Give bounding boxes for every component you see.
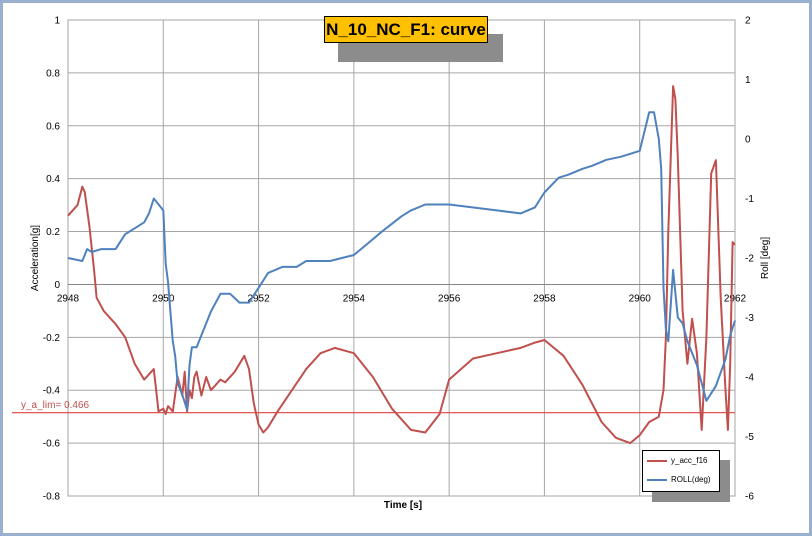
x-tick-label: 2960 [629,293,652,304]
x-tick-label: 2952 [247,293,270,304]
y-tick-label: 0 [54,280,60,291]
y2-tick-label: -5 [745,432,754,443]
y-tick-label: -0.8 [43,492,61,503]
x-tick-label: 2948 [57,293,80,304]
legend-entry-roll: ROLL(deg) [647,473,711,487]
chart-title: N_10_NC_F1: curve [324,16,488,43]
legend-swatch-roll [647,478,667,481]
y-tick-label: 0.8 [46,68,60,79]
plot-area [67,19,736,497]
y-axis-title: Acceleration[g] [30,225,41,291]
y-tick-label: 0.2 [46,227,60,238]
limit-line-label: y_a_lim= 0.466 [21,400,90,411]
x-tick-label: 2956 [438,293,461,304]
y-tick-label: 0.4 [46,174,60,185]
y-tick-label: -0.4 [43,386,61,397]
y2-tick-label: -4 [745,373,754,384]
series-line-y-acc [67,85,736,445]
legend: y_acc_f16 ROLL(deg) [642,450,720,492]
y2-tick-label: -1 [745,194,754,205]
y2-tick-label: -6 [745,492,754,503]
y-tick-label: 1 [54,16,60,27]
y2-tick-label: -3 [745,313,754,324]
y-tick-label: -0.2 [43,333,61,344]
y-tick-label: -0.6 [43,439,61,450]
x-tick-label: 2950 [152,293,175,304]
x-tick-label: 2954 [343,293,366,304]
series-line-roll [67,111,736,411]
legend-swatch-acc [647,459,667,462]
y2-tick-label: 0 [745,135,751,146]
legend-label-acc: y_acc_f16 [671,456,708,465]
y2-tick-label: 2 [745,16,751,27]
x-axis-title: Time [s] [384,500,422,511]
x-tick-label: 2958 [533,293,556,304]
x-tick-label: 2962 [724,293,747,304]
y2-axis-title: Roll [deg] [760,237,771,279]
legend-label-roll: ROLL(deg) [671,475,711,484]
y2-tick-label: -2 [745,254,754,265]
legend-entry-acc: y_acc_f16 [647,454,707,468]
y2-tick-label: 1 [745,75,751,86]
y-tick-label: 0.6 [46,121,60,132]
